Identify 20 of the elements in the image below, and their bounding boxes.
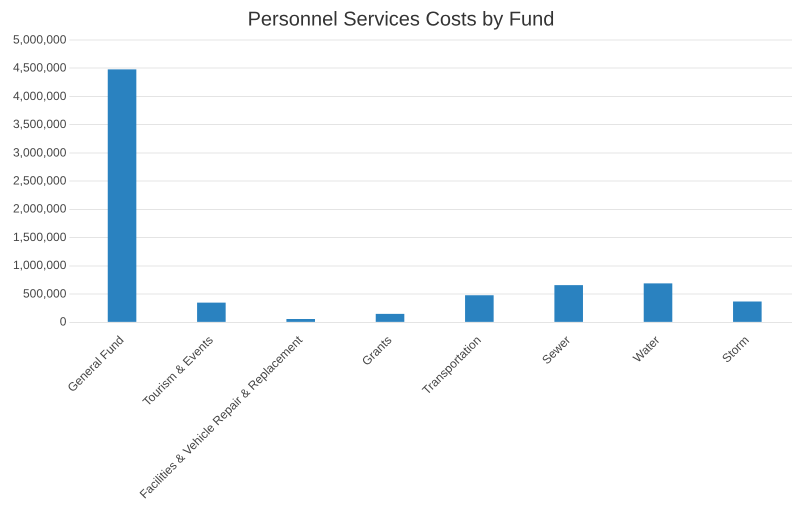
y-tick-label: 1,000,000 <box>12 258 67 272</box>
y-tick-label: 3,000,000 <box>12 145 67 160</box>
y-tick-label: 0 <box>60 314 67 329</box>
y-tick-label: 2,000,000 <box>12 202 67 216</box>
y-tick-label: 2,500,000 <box>12 173 67 188</box>
y-tick-label: 4,500,000 <box>12 60 67 75</box>
y-tick-label: 3,500,000 <box>12 117 67 132</box>
chart-title: Personnel Services Costs by Fund <box>248 8 554 31</box>
y-tick-label: 500,000 <box>22 286 67 300</box>
bar <box>733 301 762 322</box>
bar <box>465 295 494 322</box>
bar <box>554 285 583 322</box>
bar <box>108 69 136 322</box>
y-tick-label: 1,500,000 <box>12 230 67 244</box>
y-tick-label: 4,000,000 <box>12 88 67 103</box>
y-tick-label: 5,000,000 <box>12 32 67 46</box>
bar <box>644 283 672 322</box>
bar <box>286 318 315 322</box>
bar <box>376 314 404 322</box>
bar <box>197 302 226 322</box>
